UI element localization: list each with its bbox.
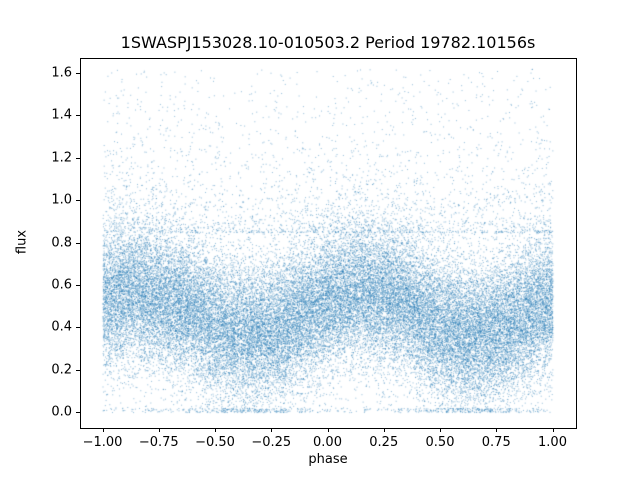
x-tick-label: 0.25 <box>369 435 399 450</box>
y-tick-mark <box>76 242 80 244</box>
y-tick-label: 0.6 <box>51 277 72 293</box>
x-tick-mark <box>383 428 385 432</box>
y-tick-label: 1.2 <box>51 150 72 166</box>
y-tick-mark <box>76 157 80 159</box>
x-tick-label: 0.00 <box>313 435 342 450</box>
y-axis-label: flux <box>14 229 30 255</box>
x-tick-label: 1.00 <box>538 435 567 450</box>
y-tick-mark <box>76 284 80 286</box>
x-tick-label: −0.50 <box>195 435 235 450</box>
x-tick-mark <box>496 428 498 432</box>
y-tick-label: 0.4 <box>51 319 72 335</box>
y-tick-label: 0.2 <box>51 362 72 378</box>
x-tick-mark <box>440 428 441 432</box>
y-tick-label: 0.0 <box>51 404 72 420</box>
x-tick-mark <box>271 428 273 432</box>
scatter-plot-canvas <box>80 58 575 427</box>
x-tick-mark <box>327 428 329 432</box>
x-tick-mark <box>215 428 216 432</box>
x-tick-mark <box>552 428 554 432</box>
x-tick-label: 0.75 <box>481 435 511 450</box>
x-axis-label: phase <box>308 452 348 467</box>
y-tick-mark <box>76 412 80 414</box>
y-tick-label: 1.6 <box>51 65 72 81</box>
x-tick-label: −1.00 <box>82 435 123 450</box>
y-tick-mark <box>76 327 80 329</box>
y-tick-mark <box>76 115 80 117</box>
y-tick-label: 1.0 <box>51 192 72 208</box>
y-tick-label: 1.4 <box>51 107 72 123</box>
x-tick-label: −0.25 <box>251 435 292 450</box>
x-tick-mark <box>158 428 160 432</box>
chart-title: 1SWASPJ153028.10-010503.2 Period 19782.1… <box>120 33 536 52</box>
x-tick-mark <box>102 428 104 432</box>
y-tick-label: 0.8 <box>51 235 72 250</box>
y-tick-mark <box>76 72 80 74</box>
x-tick-label: 0.50 <box>425 435 455 450</box>
y-tick-mark <box>76 200 80 202</box>
y-tick-mark <box>76 369 80 371</box>
x-tick-label: −0.75 <box>138 435 179 450</box>
